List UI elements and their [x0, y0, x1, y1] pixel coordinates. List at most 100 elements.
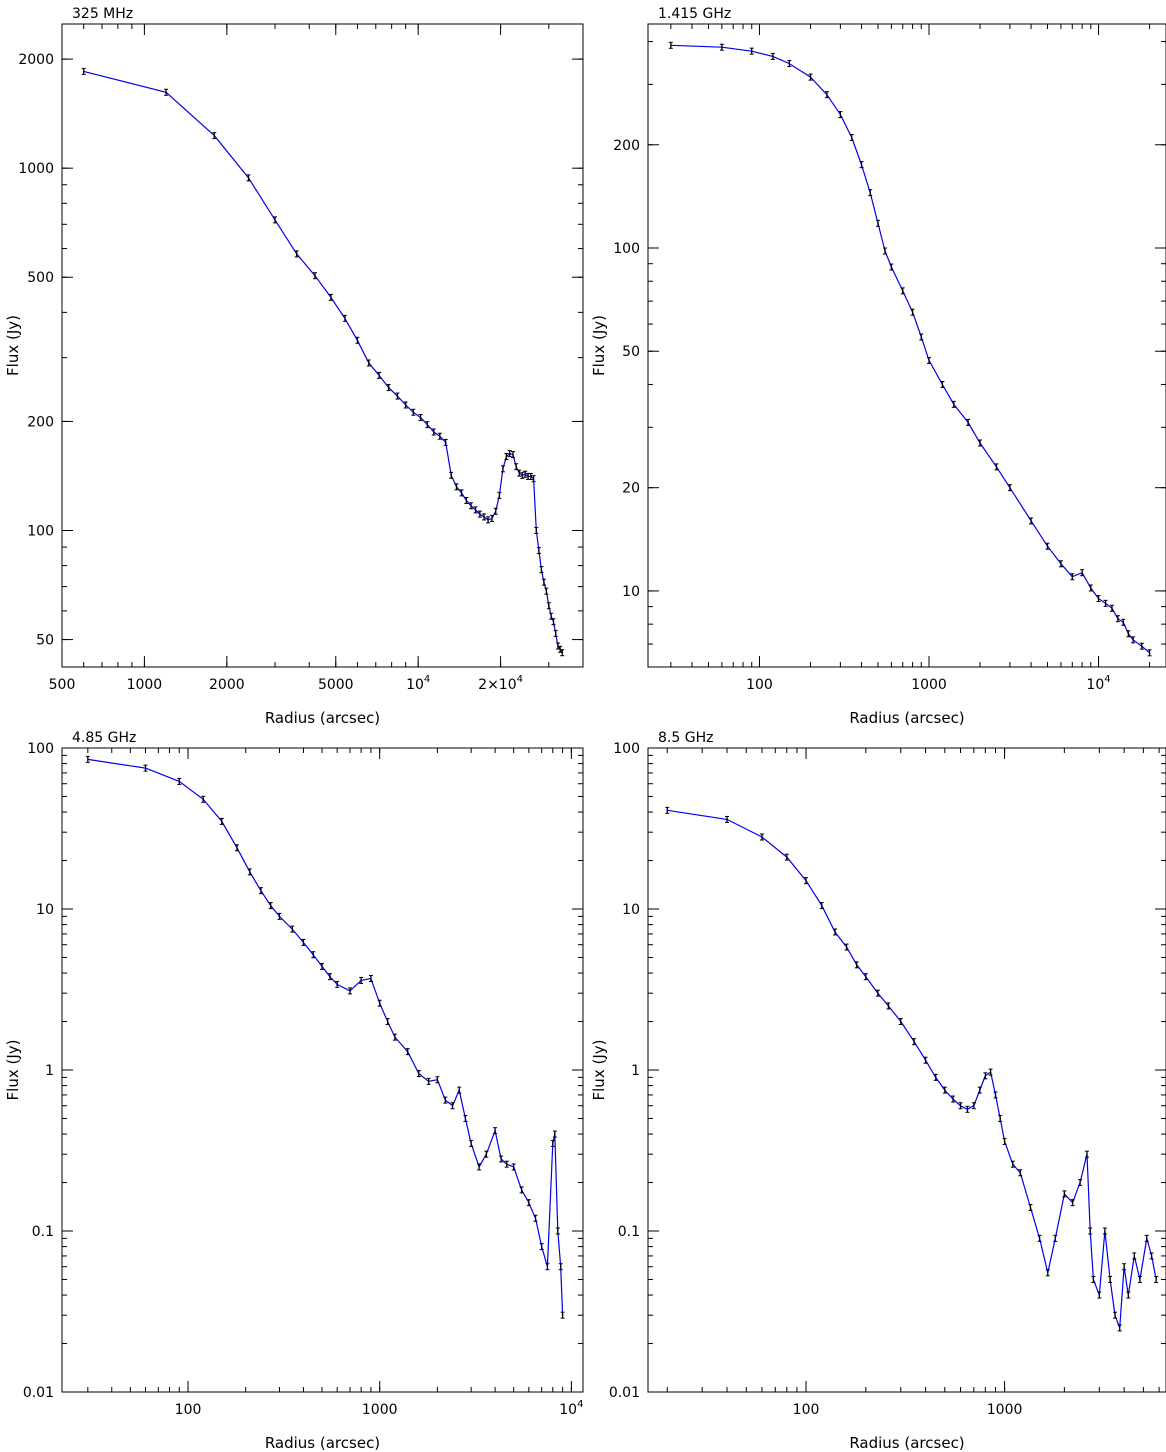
data-point — [875, 219, 880, 227]
y-tick-label: 0.01 — [23, 1385, 54, 1401]
data-point — [520, 471, 525, 479]
data-point — [784, 853, 789, 861]
y-tick-label: 1000 — [18, 161, 54, 177]
data-point — [1144, 1234, 1149, 1242]
data-point — [392, 1033, 397, 1041]
data-point — [819, 902, 824, 910]
data-point — [500, 465, 505, 473]
data-point — [519, 1186, 524, 1194]
data-point — [403, 401, 408, 409]
data-point — [386, 384, 391, 392]
data-point — [431, 428, 436, 436]
data-point — [510, 451, 515, 459]
data-point — [804, 877, 809, 885]
chart-panel-325mhz: 500 1000 2000 5000 104 2×104 50 100 200 500 1000 20… — [4, 6, 584, 727]
data-point — [1002, 1137, 1007, 1145]
x-axis-label: Radius (arcsec) — [849, 1434, 964, 1452]
data-point — [553, 629, 558, 637]
y-tick-label: 100 — [613, 241, 640, 257]
data-point — [143, 764, 148, 772]
data-point — [1115, 615, 1120, 623]
data-point — [770, 52, 775, 60]
data-point — [1088, 1227, 1093, 1235]
data-point — [555, 642, 560, 650]
y-tick-label: 200 — [27, 414, 54, 430]
data-point — [511, 1163, 516, 1171]
x-tick-label: 1000 — [911, 677, 947, 693]
x-tick-label: 1000 — [987, 1402, 1023, 1418]
panel-title: 325 MHz — [72, 6, 133, 22]
y-tick-label: 10 — [622, 584, 640, 600]
x-tick-label: 104 — [1086, 674, 1110, 693]
x-tick-label: 100 — [793, 1402, 820, 1418]
data-point — [668, 41, 673, 49]
data-point — [493, 507, 498, 515]
data-point — [277, 912, 282, 920]
data-point — [994, 463, 999, 471]
data-point — [560, 1311, 565, 1319]
data-point — [882, 247, 887, 255]
x-axis-label: Radius (arcsec) — [849, 709, 964, 727]
data-point — [923, 1056, 928, 1064]
data-point — [998, 1114, 1003, 1122]
x-tick-label: 2×104 — [478, 674, 523, 693]
data-point — [978, 439, 983, 447]
panel-title: 8.5 GHz — [658, 730, 713, 746]
data-point — [546, 602, 551, 610]
data-point — [1070, 573, 1075, 581]
data-point — [1088, 584, 1093, 592]
y-axis-label: Flux (Jy) — [590, 315, 608, 376]
y-tick-label: 100 — [27, 523, 54, 539]
chart-panel-85ghz: 100 1000 0.01 0.1 1 10 100 8.5 GHz Radius (arcse… — [590, 730, 1166, 1452]
data-point — [808, 73, 813, 81]
data-point — [1080, 569, 1085, 577]
data-point — [486, 516, 491, 524]
y-tick-label: 100 — [613, 741, 640, 757]
data-point — [988, 1068, 993, 1076]
x-tick-label: 1000 — [127, 677, 163, 693]
data-point — [457, 1086, 462, 1094]
panel-title: 4.85 GHz — [72, 730, 136, 746]
data-point — [1070, 1199, 1075, 1207]
data-point — [1058, 560, 1063, 568]
data-point — [1053, 1234, 1058, 1242]
data-point — [311, 951, 316, 959]
data-point — [517, 469, 522, 477]
y-tick-label: 50 — [622, 344, 640, 360]
data-point — [977, 1086, 982, 1094]
data-point — [749, 47, 754, 55]
y-tick-label: 200 — [613, 138, 640, 154]
data-point — [469, 502, 474, 510]
data-point — [1091, 1275, 1096, 1283]
plot-frame — [647, 23, 1166, 668]
data-point — [1131, 636, 1136, 644]
data-point — [320, 962, 325, 970]
data-point — [1126, 630, 1131, 638]
x-tick-label: 100 — [746, 677, 773, 693]
data-point — [258, 887, 263, 895]
data-point — [469, 1139, 474, 1147]
data-point — [435, 1076, 440, 1084]
data-point — [1007, 484, 1012, 492]
data-point — [504, 1160, 509, 1168]
panel-title: 1.415 GHz — [658, 6, 731, 22]
data-point — [234, 844, 239, 852]
data-point — [1149, 1252, 1154, 1260]
data-point — [886, 1002, 891, 1010]
data-point — [1018, 1169, 1023, 1177]
data-point — [294, 250, 299, 258]
data-point — [426, 1077, 431, 1085]
data-point — [377, 999, 382, 1007]
x-axis-label: Radius (arcsec) — [265, 709, 380, 727]
data-point — [534, 526, 539, 534]
x-tick-label: 1000 — [362, 1402, 398, 1418]
data-point — [951, 400, 956, 408]
data-point — [539, 1243, 544, 1251]
data-point — [1037, 1234, 1042, 1242]
data-point — [219, 817, 224, 825]
data-point — [482, 513, 487, 521]
data-point — [473, 506, 478, 514]
data-point — [910, 308, 915, 316]
data-point — [477, 1163, 482, 1171]
data-point — [528, 472, 533, 480]
